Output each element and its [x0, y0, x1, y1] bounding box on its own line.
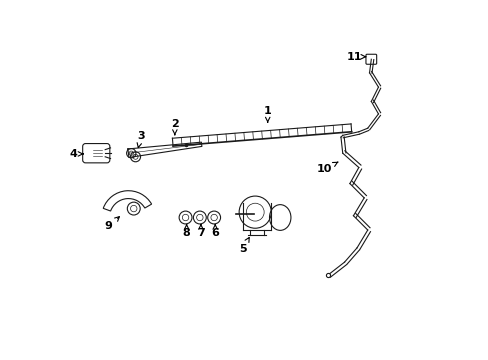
Text: 3: 3 [137, 131, 144, 148]
Text: 8: 8 [183, 225, 190, 238]
Text: 9: 9 [104, 217, 119, 231]
Text: 11: 11 [346, 52, 365, 62]
Text: 1: 1 [264, 107, 271, 122]
Text: 6: 6 [211, 225, 219, 238]
Text: 10: 10 [317, 162, 337, 174]
Text: 5: 5 [239, 238, 249, 253]
Text: 4: 4 [70, 149, 83, 159]
Text: 7: 7 [197, 225, 204, 238]
Text: 2: 2 [171, 119, 178, 135]
